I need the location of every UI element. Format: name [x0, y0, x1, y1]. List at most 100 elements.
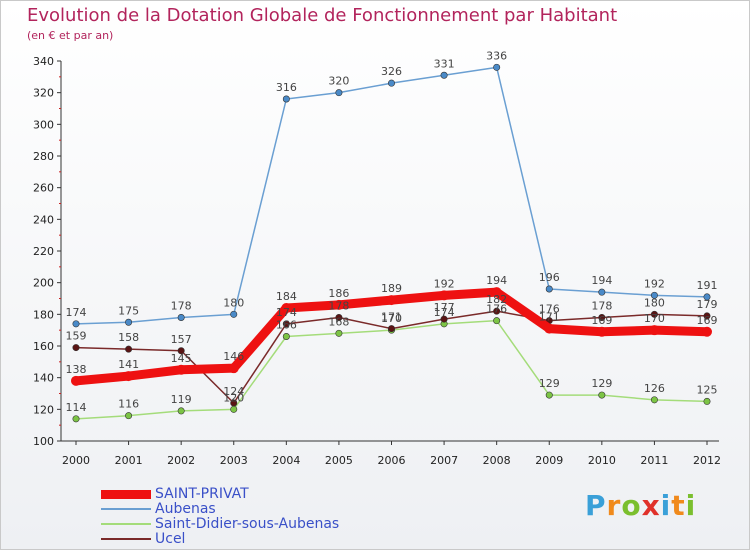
- x-tick-label: 2004: [272, 454, 300, 467]
- data-label-saint-privat: 141: [118, 358, 139, 371]
- data-label-saint-privat: 186: [328, 287, 349, 300]
- data-point-aubenas: [282, 95, 290, 103]
- data-label-ucel: 157: [171, 333, 192, 346]
- data-point-saint-didier-sous-aubenas: [72, 415, 80, 423]
- legend-label: Ucel: [155, 531, 186, 547]
- data-label-saint-didier-sous-aubenas: 129: [591, 377, 612, 390]
- y-tick-label: 240: [33, 213, 54, 226]
- data-label-ucel: 176: [539, 303, 560, 316]
- data-label-aubenas: 316: [276, 81, 297, 94]
- y-tick-label: 120: [33, 403, 54, 416]
- data-label-saint-privat: 192: [434, 277, 455, 290]
- x-tick-label: 2012: [693, 454, 721, 467]
- legend-swatch: [101, 490, 151, 499]
- proxiti-logo: Proxiti: [585, 489, 697, 522]
- data-label-aubenas: 331: [434, 57, 455, 70]
- data-point-saint-privat: [649, 325, 660, 336]
- data-point-saint-didier-sous-aubenas: [125, 412, 133, 420]
- data-label-ucel: 178: [328, 300, 349, 313]
- data-point-ucel: [125, 345, 133, 353]
- legend-label: Saint-Didier-sous-Aubenas: [155, 516, 340, 532]
- legend-swatch: [101, 508, 151, 510]
- data-label-saint-didier-sous-aubenas: 116: [118, 398, 139, 411]
- data-point-aubenas: [440, 71, 448, 79]
- x-tick-label: 2001: [115, 454, 143, 467]
- data-point-ucel: [230, 399, 238, 407]
- y-tick-label: 300: [33, 118, 54, 131]
- data-point-saint-didier-sous-aubenas: [493, 317, 501, 325]
- data-label-saint-privat: 146: [223, 350, 244, 363]
- data-label-ucel: 174: [276, 306, 297, 319]
- data-point-saint-privat: [544, 323, 555, 334]
- x-tick-label: 2002: [167, 454, 195, 467]
- y-tick-label: 280: [33, 150, 54, 163]
- data-point-aubenas: [598, 288, 606, 296]
- x-tick-label: 2009: [535, 454, 563, 467]
- data-point-saint-privat: [123, 371, 134, 382]
- data-label-saint-didier-sous-aubenas: 125: [697, 383, 718, 396]
- y-tick-label: 140: [33, 372, 54, 385]
- data-point-saint-didier-sous-aubenas: [177, 407, 185, 415]
- data-label-saint-didier-sous-aubenas: 120: [223, 391, 244, 404]
- data-label-saint-didier-sous-aubenas: 174: [434, 306, 455, 319]
- data-label-saint-didier-sous-aubenas: 126: [644, 382, 665, 395]
- data-label-saint-privat: 194: [486, 274, 507, 287]
- data-point-ucel: [598, 313, 606, 321]
- data-point-aubenas: [545, 285, 553, 293]
- data-label-ucel: 159: [66, 330, 87, 343]
- data-label-ucel: 180: [644, 296, 665, 309]
- data-label-saint-privat: 169: [697, 314, 718, 327]
- data-label-aubenas: 336: [486, 49, 507, 62]
- data-point-saint-privat: [702, 326, 712, 337]
- data-label-aubenas: 196: [539, 271, 560, 284]
- data-point-saint-didier-sous-aubenas: [545, 391, 553, 399]
- data-label-aubenas: 174: [66, 306, 87, 319]
- data-point-saint-privat: [228, 363, 239, 374]
- x-tick-label: 2000: [62, 454, 90, 467]
- data-label-aubenas: 191: [697, 279, 718, 292]
- data-label-saint-didier-sous-aubenas: 168: [328, 315, 349, 328]
- data-point-saint-didier-sous-aubenas: [282, 332, 290, 340]
- data-point-aubenas: [230, 310, 238, 318]
- data-point-ucel: [440, 315, 448, 323]
- data-point-saint-privat: [176, 364, 187, 375]
- data-point-ucel: [282, 320, 290, 328]
- data-label-aubenas: 320: [328, 75, 349, 88]
- data-label-saint-didier-sous-aubenas: 129: [539, 377, 560, 390]
- x-tick-label: 2007: [430, 454, 458, 467]
- data-label-saint-didier-sous-aubenas: 166: [276, 319, 297, 332]
- data-point-aubenas: [72, 320, 80, 328]
- data-label-ucel: 158: [118, 331, 139, 344]
- data-label-saint-didier-sous-aubenas: 114: [66, 401, 87, 414]
- data-point-saint-didier-sous-aubenas: [230, 405, 238, 413]
- data-point-saint-privat: [491, 287, 502, 298]
- data-point-saint-privat: [333, 299, 344, 310]
- data-label-aubenas: 178: [171, 300, 192, 313]
- data-point-aubenas: [177, 313, 185, 321]
- data-label-aubenas: 175: [118, 304, 139, 317]
- y-tick-label: 220: [33, 245, 54, 258]
- legend-label: Aubenas: [155, 501, 216, 517]
- data-point-ucel: [72, 344, 80, 352]
- data-label-ucel: 178: [591, 300, 612, 313]
- x-tick-label: 2011: [640, 454, 668, 467]
- data-label-ucel: 177: [434, 301, 455, 314]
- chart-subtitle: (en € et par an): [27, 29, 114, 42]
- data-label-saint-privat: 170: [644, 312, 665, 325]
- data-label-saint-didier-sous-aubenas: 170: [381, 312, 402, 325]
- data-point-ucel: [493, 307, 501, 315]
- y-tick-label: 200: [33, 277, 54, 290]
- legend-label: SAINT-PRIVAT: [155, 486, 249, 502]
- y-tick-label: 100: [33, 435, 54, 448]
- x-tick-label: 2005: [325, 454, 353, 467]
- data-point-ucel: [177, 347, 185, 355]
- y-tick-label: 340: [33, 55, 54, 68]
- data-point-ucel: [387, 325, 395, 333]
- data-point-saint-didier-sous-aubenas: [703, 397, 711, 405]
- data-label-ucel: 182: [486, 293, 507, 306]
- data-point-ucel: [335, 313, 343, 321]
- data-point-saint-privat: [281, 303, 292, 313]
- data-label-saint-privat: 169: [591, 314, 612, 327]
